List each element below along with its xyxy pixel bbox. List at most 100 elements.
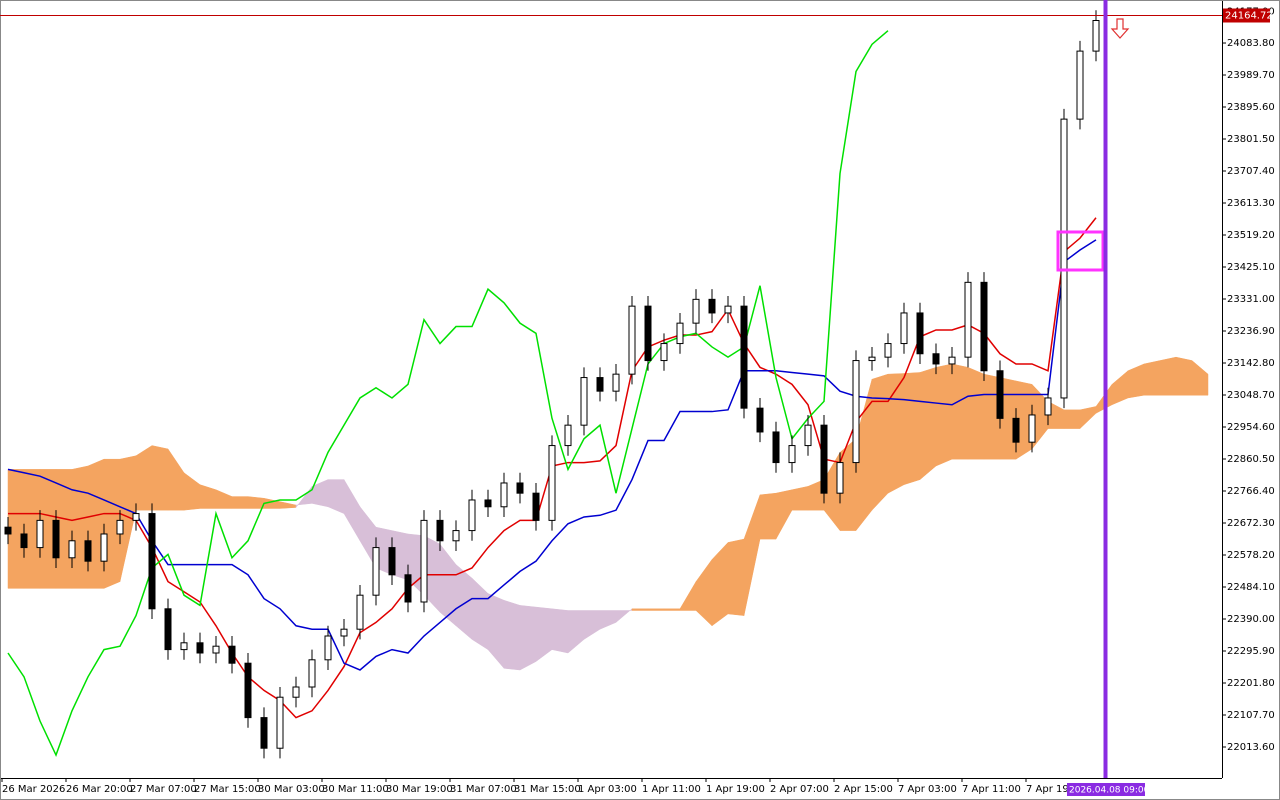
candle-body [884,343,892,358]
candle-body [436,519,444,542]
cloud-segment [135,445,153,511]
candle-body [820,424,828,494]
candle-body [180,642,188,651]
x-tick-label: 26 Mar 20:00 [66,784,133,795]
x-tick-label: 1 Apr 03:00 [578,784,637,795]
candle-body [244,662,252,719]
sell-arrow [1110,18,1130,39]
cloud-segment [503,599,521,671]
candle-body [900,312,908,345]
candle-body [68,540,76,559]
candle-body [164,608,172,651]
cloud-segment [1063,409,1081,429]
y-tick-label: 23613.30 [1227,198,1275,209]
y-tick-label: 22954.60 [1227,422,1275,433]
cloud-segment [1159,356,1177,396]
y-tick-label: 22672.30 [1227,518,1275,529]
candle-body [116,519,124,535]
x-tick-label: 27 Mar 15:00 [194,784,261,795]
candle-body [804,424,812,447]
y-tick-label: 23331.00 [1227,294,1275,305]
candle-body [788,445,796,464]
x-tick-label: 2 Apr 15:00 [834,784,893,795]
cloud-segment [759,492,777,540]
indicator-line [7,239,1097,671]
candle-body [356,594,364,630]
y-tick-label: 23707.40 [1227,166,1275,177]
candle-body [628,305,636,375]
cloud-segment [231,496,249,509]
x-tick-label: 27 Mar 07:00 [130,784,197,795]
candle-body [148,513,156,610]
cloud-segment [551,608,569,654]
y-tick-label: 22013.60 [1227,742,1275,753]
candle-body [596,377,604,392]
candle-body [916,312,924,355]
candle-body [36,519,44,549]
y-tick-label: 22107.70 [1227,710,1275,721]
x-tick-label: 31 Mar 15:00 [514,784,581,795]
y-tick-label: 23236.90 [1227,326,1275,337]
cloud-segment [791,486,809,511]
x-tick-label: 7 Apr 03:00 [898,784,957,795]
candle-body [132,513,140,521]
candle-body [340,628,348,637]
candle-body [676,322,684,345]
candle-body [564,424,572,447]
candle-body [4,526,12,535]
cloud-segment [871,373,889,511]
x-tick-label: 30 Mar 11:00 [322,784,389,795]
cloud-segment [1191,360,1209,396]
candle-body [292,686,300,698]
cloud-segment [631,608,649,611]
cloud-segment [151,445,169,511]
y-tick-label: 23048.70 [1227,390,1275,401]
candle-body [724,305,732,314]
candle-body [692,298,700,324]
candle-body [84,540,92,562]
candle-body [516,482,524,494]
candle-body [228,645,236,664]
candle-body [548,445,556,521]
y-tick-label: 22484.10 [1227,582,1275,593]
x-tick-label: 30 Mar 03:00 [258,784,325,795]
cloud-segment [919,367,937,481]
candle-body [260,717,268,749]
y-tick-label: 23142.80 [1227,358,1275,369]
x-tick-label: 7 Apr 19:00 [1026,784,1085,795]
cloud-segment [967,366,985,460]
candle-body [1060,118,1068,399]
candle-body [324,635,332,661]
time-marker-label: 2026.04.08 09:00 [1069,786,1150,796]
candle-body [948,356,956,365]
candle-body [212,645,220,654]
candle-body [1044,397,1052,416]
candle-body [932,353,940,365]
candle-body [612,373,620,392]
y-tick-label: 23425.10 [1227,262,1275,273]
time-marker-box [1067,783,1145,796]
x-tick-label: 26 Mar 2026 [2,784,65,795]
cloud-segment [647,608,665,611]
y-tick-label: 22295.90 [1227,646,1275,657]
candle-body [980,281,988,372]
x-tick-label: 1 Apr 11:00 [642,784,701,795]
candle-body [372,547,380,596]
candle-body [852,360,860,464]
candle-body [100,533,108,562]
cloud-segment [887,373,905,494]
candle-body [388,547,396,576]
candle-body [772,431,780,464]
candle-body [868,356,876,362]
candle-body [1076,50,1084,120]
candle-body [52,519,60,559]
cloud-segment [951,363,969,460]
candle-body [740,305,748,409]
candle-body [484,499,492,508]
plot [4,10,1209,759]
candle-body [708,298,716,314]
y-tick-label: 22578.20 [1227,550,1275,561]
x-tick-label: 2 Apr 07:00 [770,784,829,795]
